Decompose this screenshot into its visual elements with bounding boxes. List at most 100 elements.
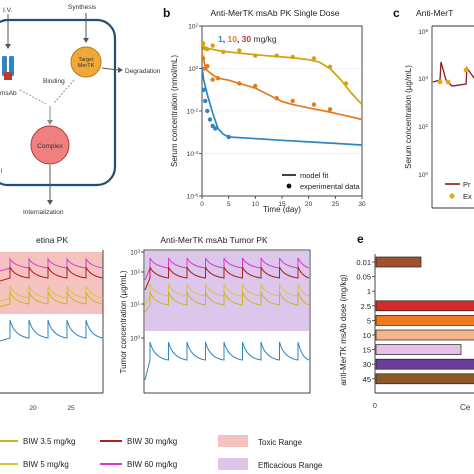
panel-e-category-label: 10 xyxy=(363,331,371,340)
tumor-ytick-label: 102 xyxy=(130,268,140,277)
legend-experimental-marker xyxy=(286,183,292,189)
panel-e-bar xyxy=(375,373,474,385)
tumor-line-5 xyxy=(144,283,310,306)
tumor-line-30 xyxy=(144,266,310,291)
panel-b-point-30 xyxy=(210,43,215,48)
legend-model-fit-label: model fit xyxy=(300,171,329,180)
panel-d-line-60 xyxy=(0,257,104,272)
legend-label-4: Toxic Range xyxy=(258,438,303,447)
panel-d-chart: 20 25 xyxy=(0,250,104,412)
panel-e-bar xyxy=(375,358,474,370)
panel-b-point-30 xyxy=(311,56,317,61)
msab-label: msAb xyxy=(0,90,17,97)
panel-c-legend-ex: Ex xyxy=(463,192,472,201)
panel-b-xtick-label: 0 xyxy=(200,201,204,208)
panel-b-point-30 xyxy=(274,53,279,58)
panel-e-xtick-ce: Ce xyxy=(460,403,471,412)
legend-experimental-label: experimental data xyxy=(300,182,360,191)
legend-label-1: BIW 5 mg/kg xyxy=(23,460,69,469)
target-mertk-node xyxy=(70,46,102,78)
iv-arrowhead xyxy=(5,44,11,49)
panel-c-title: Anti-MerT xyxy=(416,8,453,18)
panel-b-xtick-label: 5 xyxy=(227,201,231,208)
dose-sep-2: , xyxy=(237,34,242,44)
tumor-line-60 xyxy=(144,257,310,281)
schematic-panel: I.V. Synthesis msAb Target MerTK Degrada… xyxy=(0,4,161,216)
panel-b-point-10 xyxy=(205,63,210,69)
panel-b-legend: model fit experimental data xyxy=(282,171,360,191)
panel-b-point-10 xyxy=(290,98,295,104)
panel-b-title: Anti-MerTK msAb PK Single Dose xyxy=(211,8,340,18)
synthesis-arrowhead xyxy=(83,38,89,43)
panel-b-dose-label: 1, 10, 30 mg/kg xyxy=(218,34,277,44)
panel-b-fit-line-30 xyxy=(201,44,363,106)
dose-sep-1: , xyxy=(223,34,228,44)
tumor-ylabel: Tumor concentration (µg/mL) xyxy=(119,270,128,373)
panel-c-ytick-1: 106 xyxy=(418,28,428,37)
antibody-icon xyxy=(2,56,14,80)
panel-b-point-1 xyxy=(201,87,206,93)
panel-e-category-label: 2.5 xyxy=(361,302,371,311)
panel-c-legend-pr: Pr xyxy=(463,180,471,189)
complex-node xyxy=(30,125,70,165)
panel-e-bar xyxy=(375,300,474,312)
panel-c-ytick-3: 102 xyxy=(418,123,428,132)
panel-b-point-30 xyxy=(237,48,242,53)
panel-e-category-label: 15 xyxy=(363,346,371,355)
panel-d-xtick-25: 25 xyxy=(67,405,75,412)
panel-b-xtick-label: 20 xyxy=(305,201,313,208)
panel-b-point-1 xyxy=(207,117,213,122)
panel-e-category-label: 5 xyxy=(367,316,371,325)
panel-letter-b: b xyxy=(163,6,170,20)
panel-b-point-10 xyxy=(237,81,242,86)
panel-letter-e: e xyxy=(357,232,364,246)
panel-e-category-label: 0.05 xyxy=(356,273,371,282)
binding-path-right xyxy=(53,79,75,104)
panel-b-point-30 xyxy=(343,81,349,86)
legend-label-2: BIW 30 mg/kg xyxy=(127,437,177,446)
panel-d-line-3_5 xyxy=(0,291,104,308)
panel-b-point-1 xyxy=(226,134,231,140)
legend-swatch-5 xyxy=(218,458,248,470)
panel-e-category-label: 30 xyxy=(363,360,371,369)
panel-c-legend-marker xyxy=(449,193,455,199)
panel-b-point-10 xyxy=(215,76,221,81)
panel-b-y-ticks: 10-6 10-4 10-2 100 102 xyxy=(187,22,202,201)
panel-b-point-10 xyxy=(274,96,279,101)
panel-d-line-30 xyxy=(0,266,104,282)
panel-b-ylabel: Serum concentration (nmol/mL) xyxy=(170,55,179,167)
panel-b-xtick-label: 10 xyxy=(252,201,260,208)
panel-b-ytick-label: 102 xyxy=(188,22,198,31)
panel-b-point-10 xyxy=(311,102,317,107)
panel-e-bars: 0.01 0.05 1 2.5 5 10 15 30 45 xyxy=(356,256,474,385)
panel-e-category-label: 0.01 xyxy=(356,258,371,267)
legend-label-3: BIW 60 mg/kg xyxy=(127,460,177,469)
tumor-line-low xyxy=(144,341,310,381)
tumor-ytick-label: 100 xyxy=(130,334,140,343)
panel-e-bar xyxy=(375,256,422,268)
panel-b-ytick-label: 10-2 xyxy=(187,107,199,116)
panel-c-point xyxy=(463,67,469,73)
dose-legend: BIW 3.5 mg/kg BIW 5 mg/kg BIW 30 mg/kg BIW … xyxy=(0,435,323,470)
panel-b-point-10 xyxy=(327,107,333,112)
panel-b-point-30 xyxy=(200,41,206,46)
panel-b-points-layer xyxy=(200,41,349,140)
target-label-line2: MerTK xyxy=(78,63,95,69)
panel-b-xtick-label: 25 xyxy=(332,201,340,208)
panel-b-chart: 0 5 10 15 20 25 30 10-6 10-4 10-2 100 102 Time (da… xyxy=(170,22,366,214)
panel-e-xtick-0: 0 xyxy=(373,403,377,410)
panel-c-ylabel: Serum concentration (µg/mL) xyxy=(404,65,413,169)
panel-e-chart: 0.01 0.05 1 2.5 5 10 15 30 45 anti-MerTK msAb do… xyxy=(339,254,474,412)
tumor-chart: 100 101 102 103 Tumor concentration (µg/mL) xyxy=(119,248,311,394)
panel-d-xtick-20: 20 xyxy=(29,405,37,412)
panel-b-point-10 xyxy=(210,77,215,82)
panel-c-chart: 106 104 102 100 Serum concentration (µg/… xyxy=(404,25,474,209)
dose-1: 1 xyxy=(218,34,223,44)
panel-d-title: etina PK xyxy=(36,235,68,245)
tumor-efficacious-range xyxy=(145,251,309,331)
panel-b-ytick-label: 100 xyxy=(188,65,198,74)
panel-e-bar xyxy=(375,329,474,341)
internalization-label: Internalization xyxy=(23,209,64,216)
degradation-arrowhead xyxy=(118,67,123,73)
